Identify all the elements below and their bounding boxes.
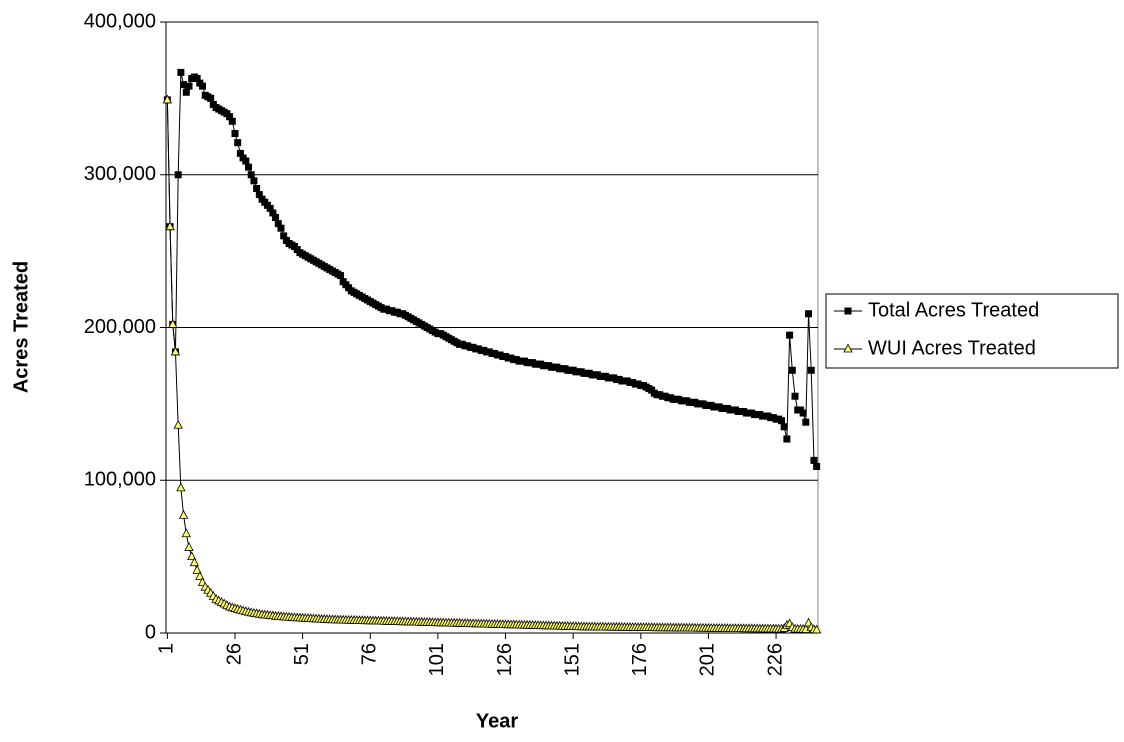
data-point [791,392,799,400]
data-point [783,435,791,443]
series [162,94,822,634]
data-point [199,82,207,90]
y-tick-label: 300,000 [84,163,156,185]
legend-label: WUI Acres Treated [868,337,1036,359]
data-point [236,149,244,157]
data-point [274,220,282,228]
x-tick-label: 26 [223,643,245,665]
data-point [250,177,258,185]
data-point [189,557,200,567]
data-point [280,232,288,240]
legend-marker [844,307,852,315]
data-point [813,463,821,471]
data-point [802,418,810,426]
data-point [245,163,253,171]
legend-marker [843,343,853,353]
data-point [799,409,807,417]
data-point [177,68,185,76]
data-point [777,417,785,425]
data-point [277,224,285,232]
data-point [182,88,190,96]
data-point [242,157,250,165]
data-point [272,214,280,222]
y-tick-label: 400,000 [84,10,156,32]
data-point [207,94,215,102]
data-point [168,319,178,328]
x-tick-label: 226 [764,643,786,676]
x-tick-label: 101 [426,643,448,676]
data-point [228,117,236,125]
data-point [805,310,813,318]
data-point [193,75,201,83]
data-point [187,551,197,561]
x-tick-label: 151 [561,643,583,676]
data-point [195,571,205,580]
data-point [184,542,194,551]
x-tick-label: 201 [697,643,719,676]
series [163,68,821,471]
x-tick-label: 126 [494,643,516,676]
legend-label: Total Acres Treated [868,299,1039,321]
x-tick-label: 176 [629,643,651,676]
data-point [786,331,794,339]
x-tick-label: 51 [291,643,313,665]
data-point [336,272,344,280]
data-point [173,419,183,429]
x-tick-label: 76 [359,643,381,665]
data-point [266,204,274,212]
data-point [788,366,796,374]
data-point [247,171,255,179]
y-axis-title: Acres Treated [10,261,32,393]
x-tick-label: 1 [156,643,178,654]
data-point [234,139,242,147]
data-point [185,82,193,90]
legend-box [825,293,1119,369]
data-point [181,528,191,538]
y-tick-label: 200,000 [84,316,156,338]
data-point [176,482,186,492]
data-point [807,366,815,374]
data-point [170,346,181,356]
y-tick-label: 0 [145,621,156,643]
data-point [178,510,189,519]
data-point [174,171,182,179]
x-axis-title: Year [476,710,518,732]
y-tick-label: 100,000 [84,469,156,491]
data-point [226,113,234,121]
data-point [192,565,202,574]
data-point [253,184,261,192]
data-point [162,94,173,104]
data-point [269,209,277,217]
data-point [165,221,175,231]
data-point [180,81,188,89]
data-point [255,191,263,199]
data-point [780,423,788,431]
data-point [231,130,239,138]
legend: Total Acres Treated WUI Acres Treated [825,293,1119,369]
data-point [811,624,822,634]
data-point [810,456,818,464]
